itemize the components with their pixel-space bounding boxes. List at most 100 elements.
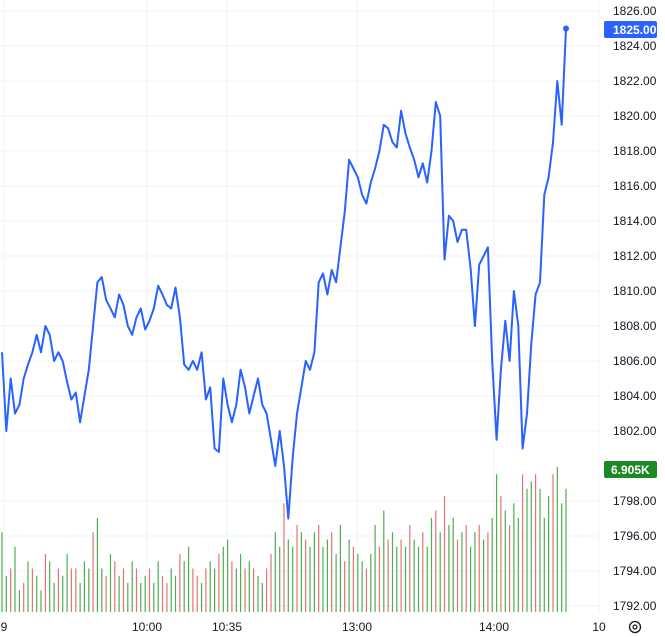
volume-bar xyxy=(66,554,68,612)
y-tick-label: 1812.00 xyxy=(613,249,657,263)
volume-bar xyxy=(348,539,350,612)
y-tick-label: 1802.00 xyxy=(613,424,657,438)
volume-bar xyxy=(114,561,116,613)
volume-bar xyxy=(535,474,537,613)
volume-bar xyxy=(75,568,77,612)
volume-bar xyxy=(248,561,250,613)
volume-bar xyxy=(231,561,233,613)
volume-bar xyxy=(296,525,298,612)
volume-bar xyxy=(400,539,402,612)
y-tick-label: 1816.00 xyxy=(613,179,657,193)
gear-icon xyxy=(628,620,642,634)
x-tick-label: 9 xyxy=(1,620,8,634)
last-price-point xyxy=(563,25,569,32)
volume-bar xyxy=(374,525,376,612)
volume-bar xyxy=(161,575,164,613)
volume-bar xyxy=(344,561,346,613)
volume-bar xyxy=(331,532,333,613)
volume-bar xyxy=(257,575,259,613)
volume-bar xyxy=(326,539,328,612)
volume-bar xyxy=(500,496,502,612)
volume-bar xyxy=(470,546,472,613)
volume-bar xyxy=(443,496,446,612)
volume-bar xyxy=(36,575,38,613)
volume-bar xyxy=(539,488,541,613)
volume-bar xyxy=(378,546,380,613)
volume-bar xyxy=(244,568,246,612)
x-tick-label: 10:35 xyxy=(212,620,242,634)
volume-bar xyxy=(283,503,285,613)
volume-bar xyxy=(266,568,268,612)
volume-bar xyxy=(474,532,476,613)
volume-bar xyxy=(127,583,129,612)
volume-bar xyxy=(10,568,12,612)
volume-bar xyxy=(483,539,485,612)
volume-badge-bg xyxy=(604,461,657,478)
gear-icon-center xyxy=(632,624,638,630)
volume-bar xyxy=(40,590,42,613)
volume-bar xyxy=(461,532,463,613)
volume-bar xyxy=(274,532,276,613)
volume-bar xyxy=(496,474,498,613)
last-value-badges: 1825.00 6.905K xyxy=(604,21,657,478)
volume-bar xyxy=(370,554,372,612)
time-axis[interactable]: 9 10:00 10:35 13:00 14:00 10 xyxy=(1,620,606,634)
volume-bar xyxy=(391,532,394,613)
x-tick-label: 14:00 xyxy=(479,620,509,634)
price-series-line xyxy=(1,28,567,520)
chart-grid xyxy=(0,0,600,612)
volume-bar xyxy=(517,517,519,613)
volume-bar xyxy=(365,568,367,612)
volume-bar xyxy=(49,561,51,613)
volume-bars xyxy=(1,467,567,613)
volume-bar xyxy=(53,583,55,612)
volume-bar xyxy=(417,546,420,613)
volume-bar xyxy=(435,510,437,612)
y-tick-label: 1796.00 xyxy=(613,529,657,543)
volume-bar xyxy=(448,525,450,612)
y-tick-label: 1798.00 xyxy=(613,494,657,508)
volume-bar xyxy=(552,474,554,613)
volume-bar xyxy=(205,568,207,612)
volume-bar xyxy=(322,546,324,613)
volume-bar xyxy=(57,568,59,612)
volume-bar xyxy=(214,568,216,612)
volume-bar xyxy=(487,532,489,613)
volume-bar xyxy=(44,554,46,612)
volume-bar xyxy=(144,575,146,613)
x-tick-label: 10 xyxy=(592,620,606,634)
volume-bar xyxy=(556,467,558,612)
volume-badge: 6.905K xyxy=(611,463,650,477)
volume-bar xyxy=(62,575,64,613)
volume-bar xyxy=(27,561,29,613)
volume-bar xyxy=(548,496,550,612)
volume-bar xyxy=(1,532,3,613)
price-badge: 1825.00 xyxy=(613,23,657,37)
x-tick-label: 13:00 xyxy=(342,620,372,634)
volume-bar xyxy=(357,554,359,612)
y-tick-label: 1820.00 xyxy=(613,109,657,123)
y-tick-label: 1826.00 xyxy=(613,4,657,18)
y-tick-label: 1818.00 xyxy=(613,144,657,158)
volume-bar xyxy=(318,525,320,612)
volume-bar xyxy=(188,546,190,613)
volume-bar xyxy=(439,532,441,613)
volume-bar xyxy=(292,546,294,613)
volume-bar xyxy=(452,517,454,613)
price-axis[interactable]: 1826.00 1824.00 1822.00 1820.00 1818.00 1816.… xyxy=(613,4,657,613)
volume-bar xyxy=(240,554,242,612)
volume-bar xyxy=(131,561,133,613)
volume-bar xyxy=(118,575,120,613)
volume-bar xyxy=(153,583,155,612)
settings-button[interactable] xyxy=(628,620,642,634)
y-tick-label: 1806.00 xyxy=(613,354,657,368)
volume-bar xyxy=(105,575,107,613)
volume-bar xyxy=(309,546,311,613)
volume-bar xyxy=(92,532,94,613)
volume-bar xyxy=(23,583,25,612)
volume-bar xyxy=(422,532,424,613)
volume-bar xyxy=(261,583,263,612)
y-tick-label: 1822.00 xyxy=(613,74,657,88)
volume-bar xyxy=(465,525,467,612)
